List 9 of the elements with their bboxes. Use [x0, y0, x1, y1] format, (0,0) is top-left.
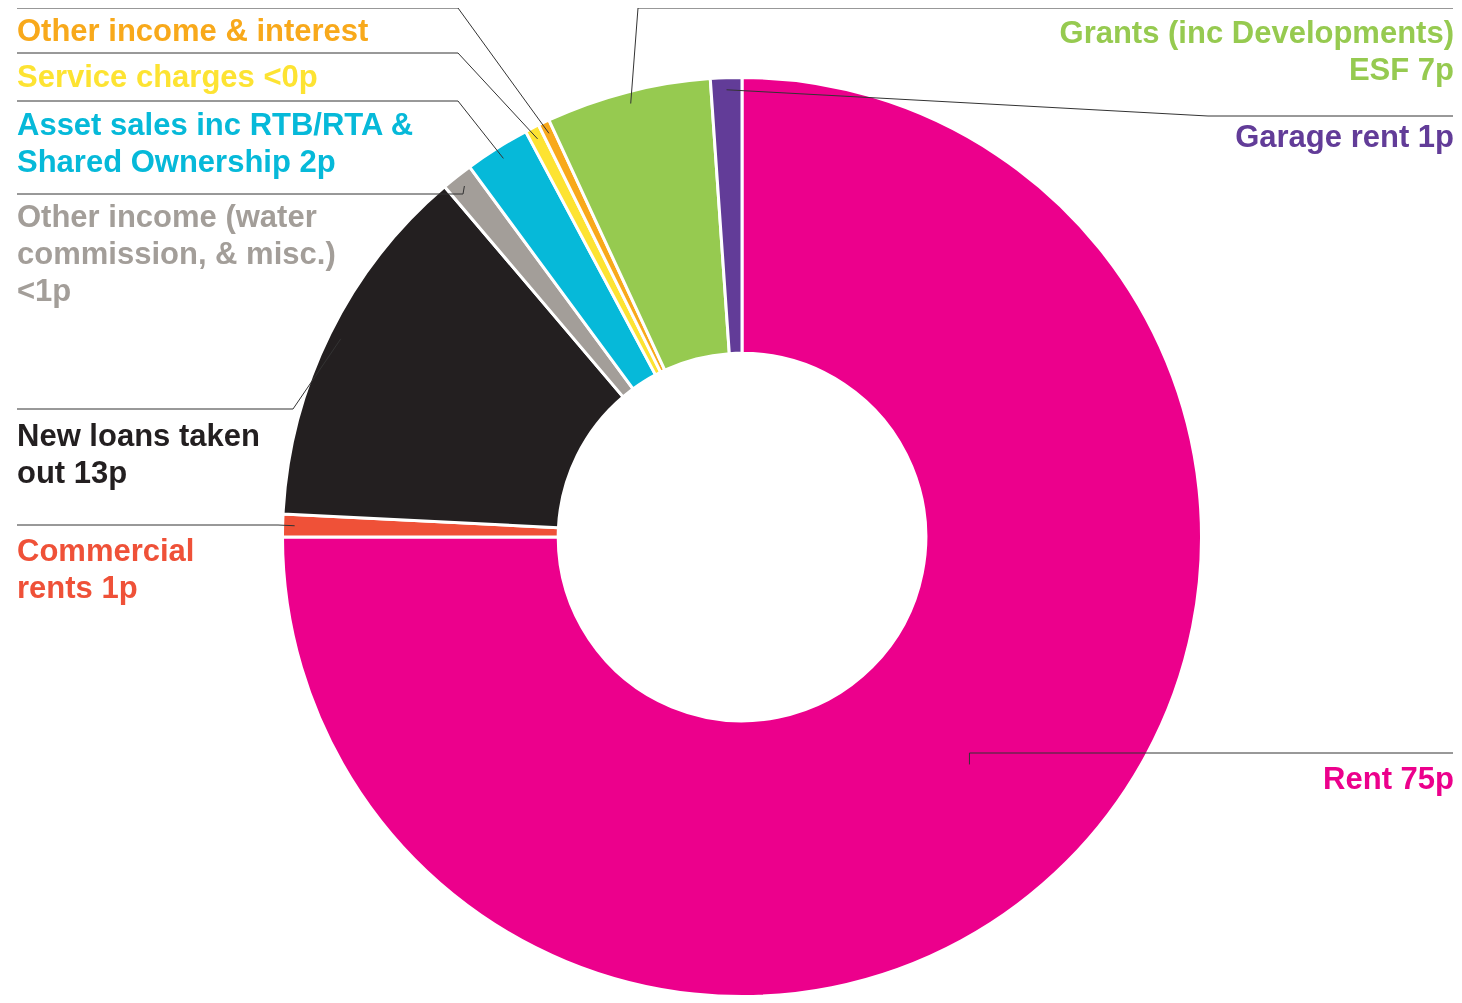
slice-label: Grants (inc Developments) ESF 7p [1058, 14, 1454, 88]
slice-label: Rent 75p [1322, 760, 1454, 797]
slice-label: Service charges <0p [17, 58, 319, 95]
slice-label: New loans taken out 13p [17, 417, 261, 491]
slice-label: Other income & interest [17, 12, 370, 49]
slice-label: Other income (water commission, & misc.) <1p [17, 198, 337, 309]
slice-label: Asset sales inc RTB/RTA & Shared Ownership 2p [17, 106, 415, 180]
slice-label: Commercial rents 1p [17, 532, 196, 606]
slice-label: Garage rent 1p [1234, 118, 1454, 155]
